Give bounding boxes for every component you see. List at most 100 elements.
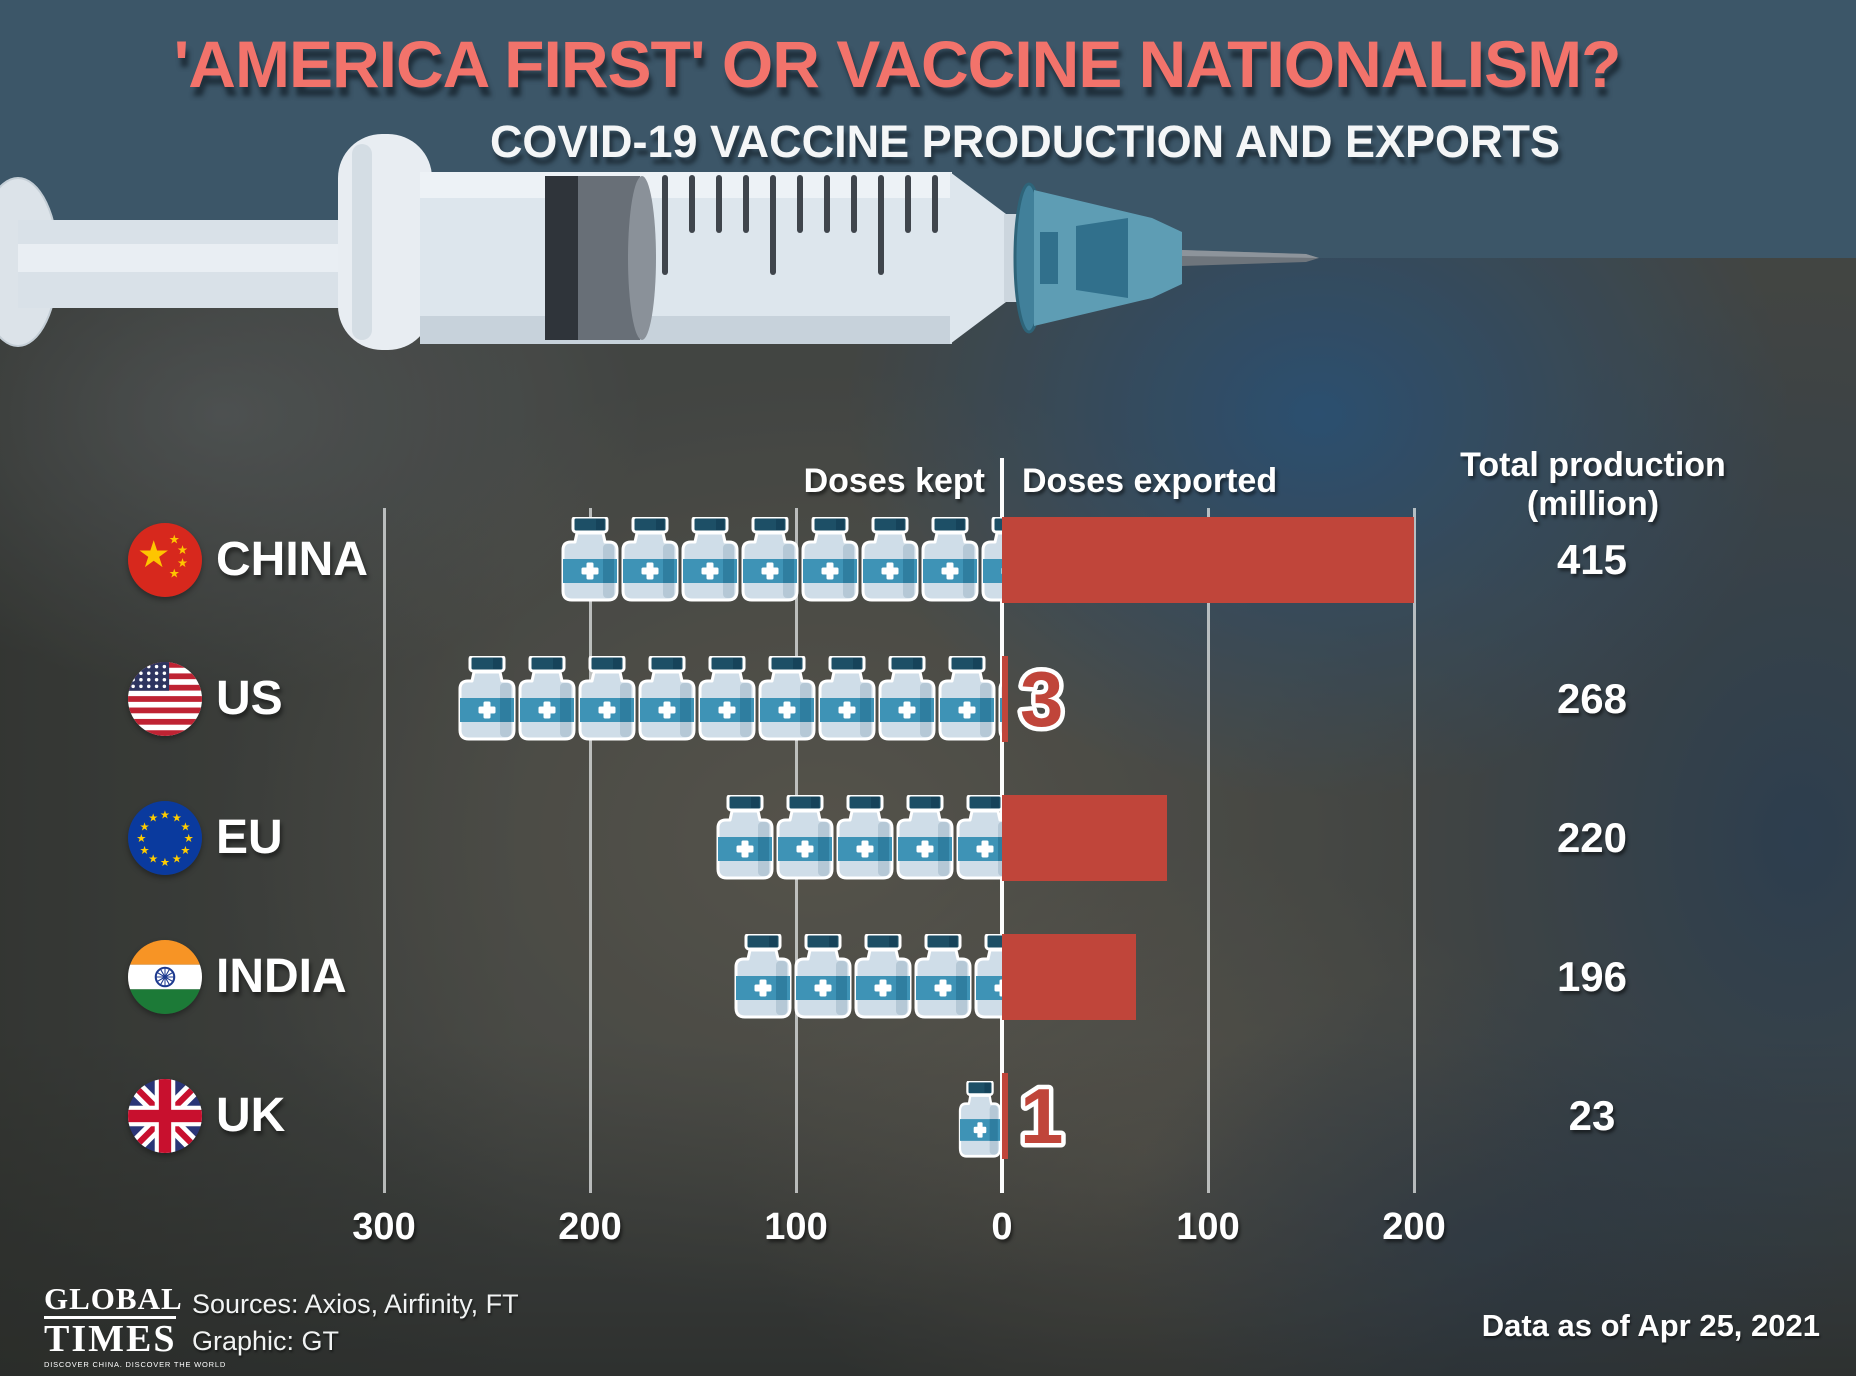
vaccine-vial-icon bbox=[741, 517, 799, 602]
vaccine-vial-icon bbox=[956, 795, 1002, 880]
vaccine-vial-icon bbox=[878, 656, 936, 741]
svg-text:★: ★ bbox=[177, 556, 188, 570]
svg-text:★: ★ bbox=[184, 832, 194, 845]
svg-text:★: ★ bbox=[139, 844, 149, 857]
page-title: 'AMERICA FIRST' OR VACCINE NATIONALISM? bbox=[173, 27, 1622, 101]
vaccine-vial-icon bbox=[698, 656, 756, 741]
vaccine-vial-icon bbox=[518, 656, 576, 741]
gridline bbox=[1412, 508, 1416, 1193]
svg-text:★: ★ bbox=[160, 808, 170, 821]
sources-block: Sources: Axios, Airfinity, FT Graphic: G… bbox=[192, 1286, 519, 1360]
doses-exported-bar bbox=[1002, 795, 1167, 881]
x-tick-label: 100 bbox=[1176, 1206, 1240, 1248]
vaccine-vial-icon bbox=[734, 934, 792, 1019]
vaccine-vial-icon bbox=[716, 795, 774, 880]
country-label: CHINA bbox=[216, 533, 368, 586]
syringe-illustration bbox=[0, 134, 1319, 350]
flag-icon: ★ ★ ★ ★ ★ ★ ★ ★ ★ ★ ★ ★ bbox=[128, 801, 202, 875]
vaccine-vial-icon bbox=[801, 517, 859, 602]
x-tick-label: 0 bbox=[991, 1206, 1013, 1248]
x-tick-label: 100 bbox=[764, 1206, 828, 1248]
doses-kept-vials bbox=[456, 656, 1002, 742]
x-tick-label: 300 bbox=[352, 1206, 416, 1248]
vaccine-vial-icon bbox=[681, 517, 739, 602]
total-production-value: 415 bbox=[1556, 536, 1628, 583]
country-row: UK 23 1 bbox=[0, 1071, 1856, 1163]
vaccine-vial-icon bbox=[958, 1081, 1002, 1158]
vaccine-vial-icon bbox=[914, 934, 972, 1019]
vaccine-vial-icon bbox=[836, 795, 894, 880]
gridline bbox=[382, 508, 386, 1193]
total-production-value: 268 bbox=[1556, 675, 1628, 722]
vaccine-vial-icon bbox=[794, 934, 852, 1019]
total-production-value: 220 bbox=[1556, 814, 1628, 861]
doses-kept-vials bbox=[714, 795, 1002, 881]
gridline bbox=[588, 508, 592, 1193]
x-tick-label: 200 bbox=[1382, 1206, 1446, 1248]
vaccine-vial-icon bbox=[818, 656, 876, 741]
x-tick-label: 200 bbox=[558, 1206, 622, 1248]
country-label: UK bbox=[216, 1089, 286, 1142]
total-production-header: Total production (million) bbox=[1443, 446, 1743, 524]
doses-kept-vials bbox=[957, 1073, 1002, 1159]
vaccine-vial-icon bbox=[458, 656, 516, 741]
svg-text:★: ★ bbox=[177, 543, 188, 557]
logo-rule bbox=[44, 1316, 176, 1319]
credit-line: Graphic: GT bbox=[192, 1326, 340, 1356]
svg-text:★: ★ bbox=[160, 856, 170, 869]
vaccine-vial-icon bbox=[974, 934, 1002, 1019]
vaccine-vial-icon bbox=[621, 517, 679, 602]
vaccine-vial-icon bbox=[896, 795, 954, 880]
doses-exported-bar bbox=[1002, 656, 1008, 742]
country-label: INDIA bbox=[216, 950, 347, 1003]
svg-text:★: ★ bbox=[148, 853, 158, 866]
vaccine-vial-icon bbox=[921, 517, 979, 602]
doses-exported-header: Doses exported bbox=[1022, 462, 1278, 500]
doses-exported-bar bbox=[1002, 934, 1136, 1020]
svg-text:★: ★ bbox=[148, 812, 158, 825]
total-production-header-line2: (million) bbox=[1526, 485, 1660, 523]
logo-times: TIMES bbox=[44, 1318, 177, 1360]
doses-exported-bar bbox=[1002, 1073, 1008, 1159]
doses-kept-header: Doses kept bbox=[803, 462, 985, 500]
svg-text:1: 1 bbox=[1020, 1072, 1063, 1160]
total-production-value: 196 bbox=[1556, 953, 1628, 1000]
global-times-logo: GLOBAL TIMES DISCOVER CHINA. DISCOVER TH… bbox=[44, 1283, 227, 1369]
svg-text:★: ★ bbox=[139, 820, 149, 833]
svg-text:★: ★ bbox=[169, 566, 180, 580]
svg-text:★: ★ bbox=[180, 820, 190, 833]
vaccine-vial-icon bbox=[776, 795, 834, 880]
country-row: ★ ★ ★ ★ ★ CHINA bbox=[0, 517, 1856, 603]
gridline bbox=[1206, 508, 1210, 1193]
vaccine-vial-icon bbox=[938, 656, 996, 741]
flag-icon: ★ ★ ★ ★ ★ bbox=[128, 523, 202, 597]
logo-tagline: DISCOVER CHINA. DISCOVER THE WORLD bbox=[44, 1360, 227, 1369]
svg-text:★: ★ bbox=[172, 853, 182, 866]
flag-icon bbox=[128, 940, 202, 1014]
vaccine-vial-icon bbox=[638, 656, 696, 741]
svg-text:3: 3 bbox=[1020, 655, 1063, 743]
svg-text:★: ★ bbox=[137, 533, 170, 576]
vaccine-vial-icon bbox=[998, 681, 1002, 739]
svg-text:★: ★ bbox=[169, 533, 180, 547]
sources-line: Sources: Axios, Airfinity, FT bbox=[192, 1289, 519, 1319]
doses-kept-vials bbox=[732, 934, 1002, 1020]
exported-value-label: 3 bbox=[1016, 654, 1068, 746]
country-row: ★ ★ ★ ★ ★ ★ ★ ★ ★ ★ ★ ★ EU bbox=[0, 795, 1856, 881]
svg-text:★: ★ bbox=[180, 844, 190, 857]
vaccine-vial-icon bbox=[758, 656, 816, 741]
total-production-value: 23 bbox=[1568, 1092, 1616, 1139]
vaccine-vial-icon bbox=[561, 517, 619, 602]
flag-icon bbox=[128, 662, 202, 736]
total-production-header-line1: Total production bbox=[1460, 446, 1726, 484]
vaccine-vial-icon bbox=[861, 517, 919, 602]
data-as-of-note: Data as of Apr 25, 2021 bbox=[1481, 1308, 1820, 1343]
svg-text:★: ★ bbox=[172, 812, 182, 825]
vaccine-vial-icon bbox=[981, 517, 1002, 602]
doses-kept-vials bbox=[559, 517, 1002, 603]
doses-exported-bar bbox=[1002, 517, 1414, 603]
flag-icon bbox=[128, 1079, 202, 1153]
country-label: EU bbox=[216, 811, 283, 864]
page-subtitle: COVID-19 VACCINE PRODUCTION AND EXPORTS bbox=[489, 116, 1561, 167]
